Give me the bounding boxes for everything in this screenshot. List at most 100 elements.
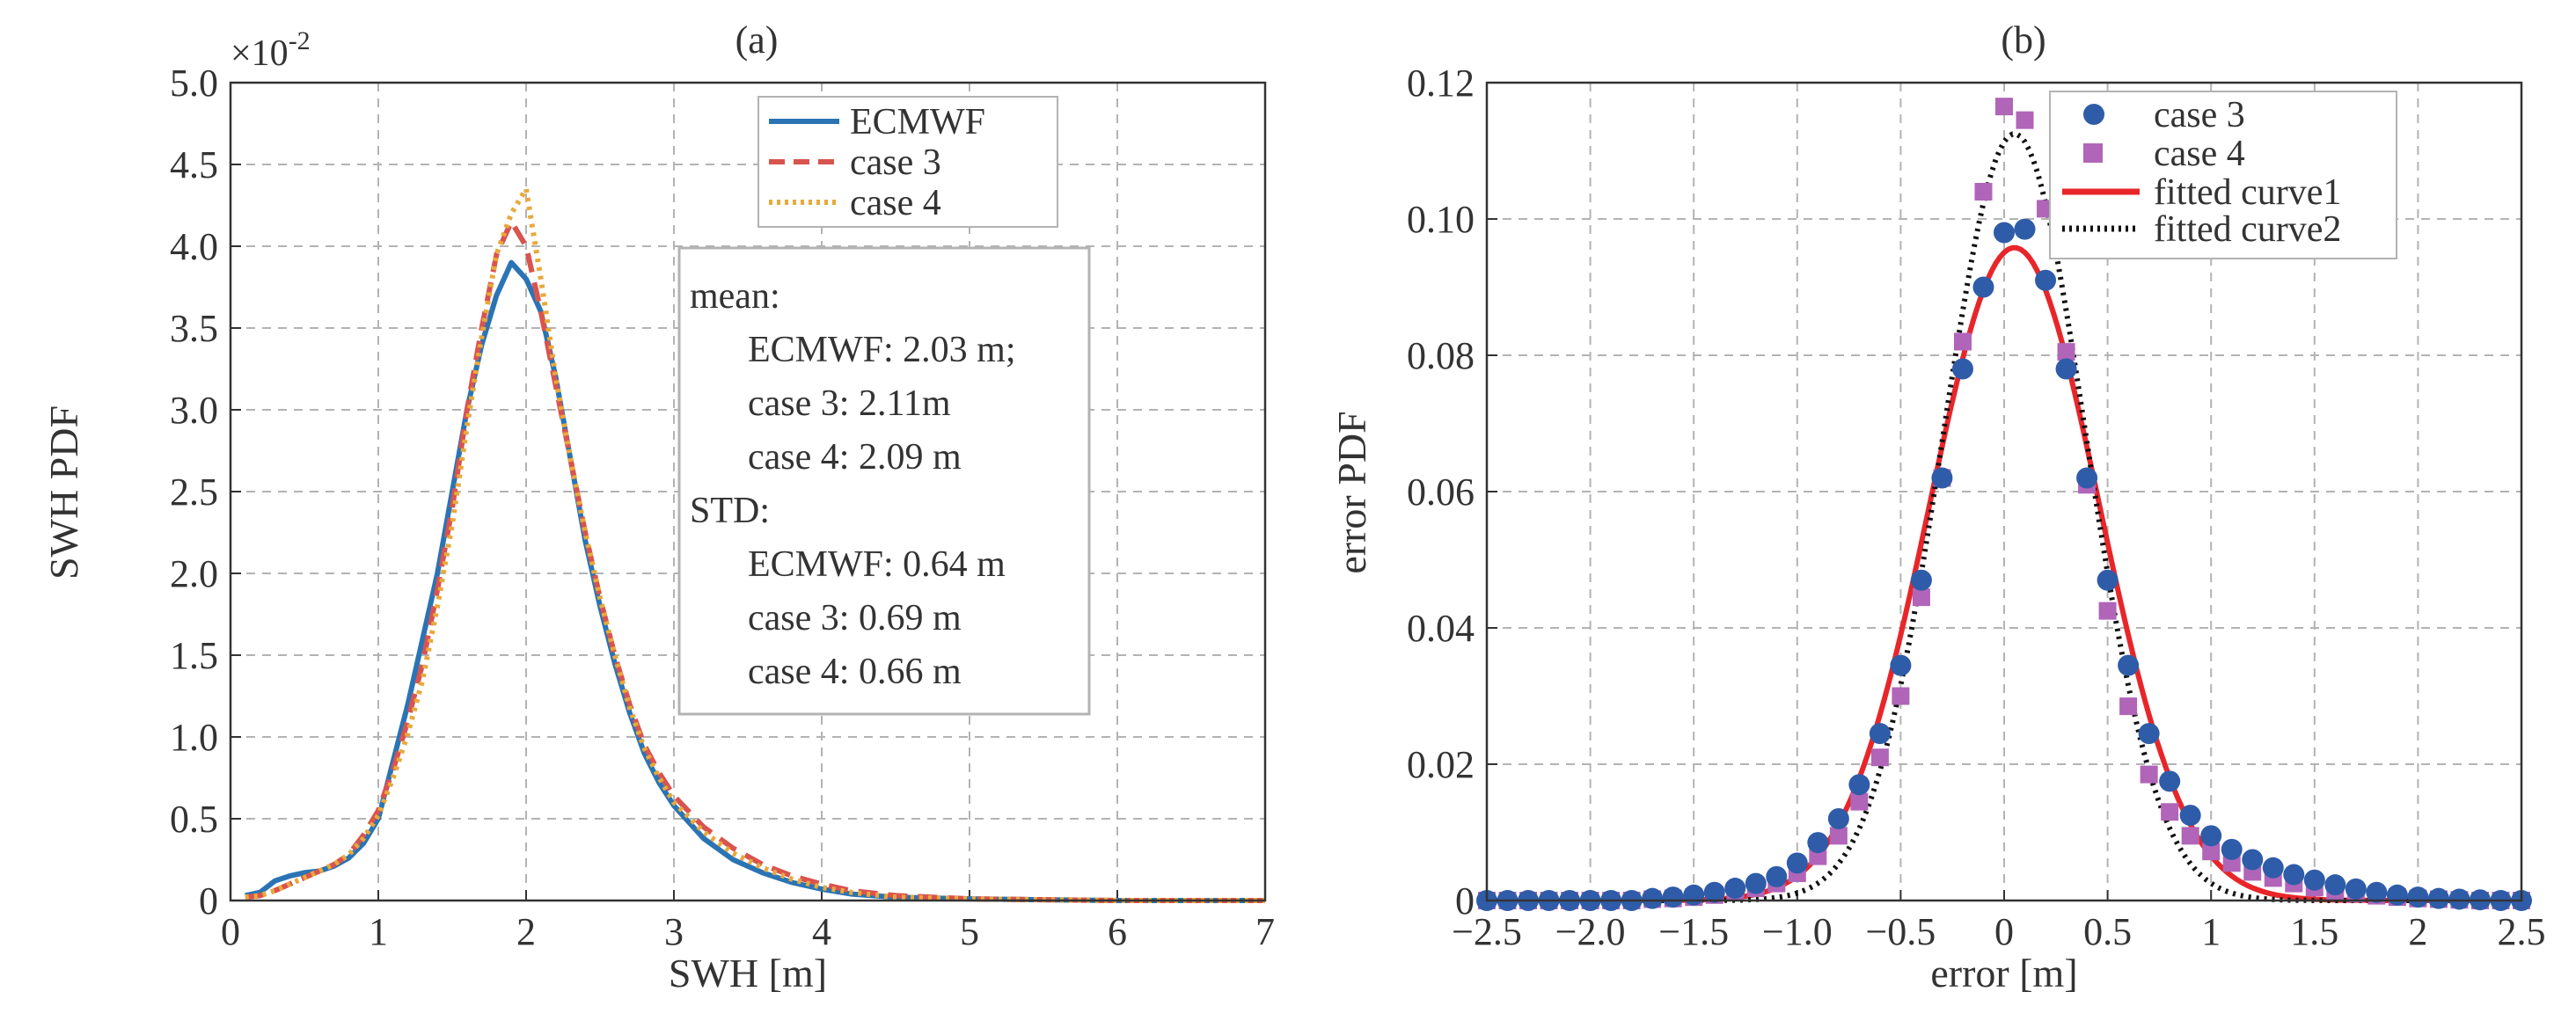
x-tick-label: 1 xyxy=(369,910,388,953)
case3-point xyxy=(2221,838,2243,860)
case3-point xyxy=(1910,569,1932,591)
legend-label-case3: case 3 xyxy=(850,142,941,183)
y-tick-label: 0.10 xyxy=(1407,198,1475,241)
y-tick-label: 0.12 xyxy=(1407,62,1475,105)
panel-a-stats-box: mean: ECMWF: 2.03 m; case 3: 2.11m case … xyxy=(677,246,1091,716)
legend-label-b-case3: case 3 xyxy=(2154,95,2245,135)
panel-a-grid xyxy=(231,83,1265,901)
panel-a-lines xyxy=(245,186,1265,903)
case3-point xyxy=(2324,874,2346,896)
x-tick-label: 2.5 xyxy=(2498,910,2546,953)
stats-mean-ecmwf: ECMWF: 2.03 m; xyxy=(748,330,1016,370)
x-tick-label: 1 xyxy=(2201,910,2221,953)
panel-b-xticks: −2.5 −2.0 −1.5 −1.0 −0.5 0 0.5 1 1.5 2 2.5 xyxy=(1452,890,2546,953)
panel-b-xlabel: error [m] xyxy=(1930,951,2077,995)
case3-point xyxy=(1994,222,2015,244)
case3-point xyxy=(2014,218,2036,240)
x-tick-label: 0.5 xyxy=(2083,910,2132,953)
case3-point xyxy=(2407,886,2429,908)
case3-point xyxy=(1807,832,1829,854)
case3-point xyxy=(1890,654,1912,676)
case3-point xyxy=(1642,887,1664,909)
panel-a-stats-frame xyxy=(677,246,1091,716)
panel-a-axes-frame xyxy=(229,81,1267,902)
y-tick-label: 0 xyxy=(1455,879,1475,923)
case3-point xyxy=(2179,805,2201,827)
y-tick-label: 3.0 xyxy=(170,389,218,432)
case3-point xyxy=(2386,884,2408,906)
legend-label-fit1: fitted curve1 xyxy=(2154,172,2341,213)
x-tick-label: −2.0 xyxy=(1555,910,1626,953)
case3-point xyxy=(2262,857,2284,879)
case3-point xyxy=(1745,872,1767,894)
case3-point xyxy=(2427,887,2449,909)
case3-point xyxy=(1766,865,1788,887)
legend-label-ecmwf: ECMWF xyxy=(850,102,985,142)
y-tick-label: 1.5 xyxy=(170,634,218,677)
case3-point xyxy=(2448,888,2470,910)
case4-point xyxy=(1829,827,1848,845)
case3-point xyxy=(2035,269,2057,291)
x-tick-label: 2 xyxy=(516,910,536,953)
case3-point xyxy=(2055,358,2077,380)
x-tick-label: −1.5 xyxy=(1658,910,1729,953)
case4-point xyxy=(1974,183,1993,201)
legend-label-case4: case 4 xyxy=(850,183,941,223)
case3-point xyxy=(1972,276,1994,298)
x-tick-label: −1.0 xyxy=(1762,910,1833,953)
panel-a-xticks: 0 1 2 3 4 5 6 7 xyxy=(221,890,1275,953)
panel-a-legend: ECMWF case 3 case 4 xyxy=(757,96,1058,228)
stats-std-heading: STD: xyxy=(690,491,770,531)
case3-point xyxy=(2345,878,2367,900)
stats-std-ecmwf: ECMWF: 0.64 m xyxy=(748,544,1006,585)
stats-mean-heading: mean: xyxy=(690,276,780,317)
y-tick-label: 2.0 xyxy=(170,552,218,595)
y-tick-label: 5.0 xyxy=(170,62,218,105)
y-tick-label: 0 xyxy=(199,879,218,923)
legend-label-fit2: fitted curve2 xyxy=(2154,209,2341,250)
panel-a: (a) ×10-2 0 0.5 1.0 1.5 2.0 2.5 3.0 3.5 4.0 4.5 5.… xyxy=(41,18,1275,995)
case3-point xyxy=(1848,774,1870,796)
panel-b-title: (b) xyxy=(2001,18,2045,62)
case3-point xyxy=(1683,884,1705,906)
panel-b-ylabel: error PDF xyxy=(1329,411,1374,573)
case3-point xyxy=(1662,886,1684,908)
x-tick-label: 0 xyxy=(221,910,240,953)
stats-mean-case3: case 3: 2.11m xyxy=(748,383,951,424)
case4-point xyxy=(1870,748,1889,767)
panel-a-xlabel: SWH [m] xyxy=(669,951,827,995)
case4-point xyxy=(2119,697,2138,716)
legend-marker-case3 xyxy=(2083,104,2104,125)
stats-std-case4: case 4: 0.66 m xyxy=(748,652,962,692)
panel-a-ylabel: SWH PDF xyxy=(41,405,86,580)
case3-point xyxy=(2366,881,2388,903)
x-tick-label: 6 xyxy=(1108,910,1127,953)
x-tick-label: −2.5 xyxy=(1452,910,1522,953)
panel-b: (b) 0 0.02 0.04 0.06 0.08 0.10 0.12 −2.5 −2.0 −1… xyxy=(1329,18,2546,995)
panel-a-title: (a) xyxy=(735,18,779,62)
case3-point xyxy=(1703,881,1725,903)
case3-point xyxy=(1869,723,1891,745)
case3-point xyxy=(2200,825,2222,847)
case4-point xyxy=(2098,602,2117,620)
case4-point xyxy=(1850,792,1869,811)
y-tick-label: 0.5 xyxy=(170,798,218,841)
case4-point xyxy=(1995,98,2013,116)
case3-point xyxy=(2159,770,2181,792)
panel-a-exponent: ×10-2 xyxy=(231,26,311,74)
case4-point xyxy=(1912,588,1930,607)
case3-point xyxy=(1931,467,1953,489)
legend-marker-case4 xyxy=(2083,143,2103,163)
panel-b-yticks: 0 0.02 0.04 0.06 0.08 0.10 0.12 xyxy=(1407,62,1497,923)
case3-point xyxy=(2283,864,2305,886)
x-tick-label: 2 xyxy=(2408,910,2427,953)
case4-point xyxy=(2140,765,2158,784)
case4-point xyxy=(2016,111,2034,129)
case3-point xyxy=(1951,358,1973,380)
stats-mean-case4: case 4: 2.09 m xyxy=(748,437,962,478)
x-tick-label: 7 xyxy=(1255,910,1275,953)
y-tick-label: 1.0 xyxy=(170,716,218,759)
y-tick-label: 0.02 xyxy=(1407,743,1475,786)
case4-point xyxy=(2057,343,2075,361)
